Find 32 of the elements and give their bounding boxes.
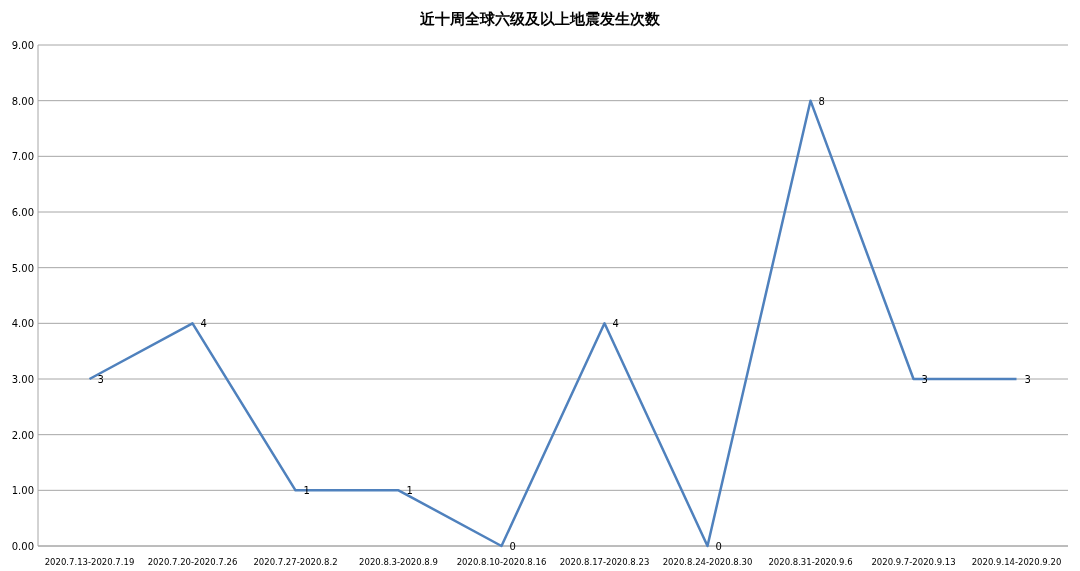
y-tick-label: 5.00: [11, 262, 34, 274]
data-label: 4: [612, 318, 619, 330]
y-tick-label: 8.00: [11, 95, 34, 107]
x-tick-label: 2020.7.27-2020.8.2: [253, 557, 338, 567]
x-tick-label: 2020.9.7-2020.9.13: [871, 557, 956, 567]
data-label: 3: [921, 374, 928, 385]
data-label: 1: [406, 485, 413, 497]
x-tick-label: 2020.8.17-2020.8.23: [559, 557, 650, 567]
y-tick-label: 9.00: [11, 40, 34, 51]
x-tick-label: 2020.9.14-2020.9.20: [971, 557, 1062, 567]
data-label: 8: [818, 95, 825, 107]
x-tick-label: 2020.8.3-2020.8.9: [359, 557, 438, 567]
x-tick-label: 2020.8.31-2020.9.6: [768, 557, 853, 567]
data-label: 0: [715, 541, 722, 552]
y-tick-label: 4.00: [11, 318, 34, 330]
y-tick-label: 7.00: [11, 151, 34, 163]
line-series: [88, 99, 1018, 548]
data-label: 3: [97, 374, 104, 385]
data-label: 3: [1024, 374, 1031, 385]
data-label: 4: [200, 318, 207, 330]
data-label: 1: [303, 485, 310, 497]
y-tick-label: 2.00: [11, 429, 34, 441]
data-label: 0: [509, 541, 516, 552]
x-tick-label: 2020.8.24-2020.8.30: [662, 557, 753, 567]
x-tick-label: 2020.7.13-2020.7.19: [44, 557, 135, 567]
y-tick-label: 3.00: [11, 374, 34, 385]
x-tick-label: 2020.7.20-2020.7.26: [147, 557, 238, 567]
y-tick-label: 0.00: [11, 541, 34, 552]
chart-title: 近十周全球六级及以上地震发生次数: [419, 10, 661, 28]
y-tick-label: 6.00: [11, 207, 34, 218]
y-tick-label: 1.00: [11, 485, 34, 497]
x-tick-label: 2020.8.10-2020.8.16: [456, 557, 547, 567]
